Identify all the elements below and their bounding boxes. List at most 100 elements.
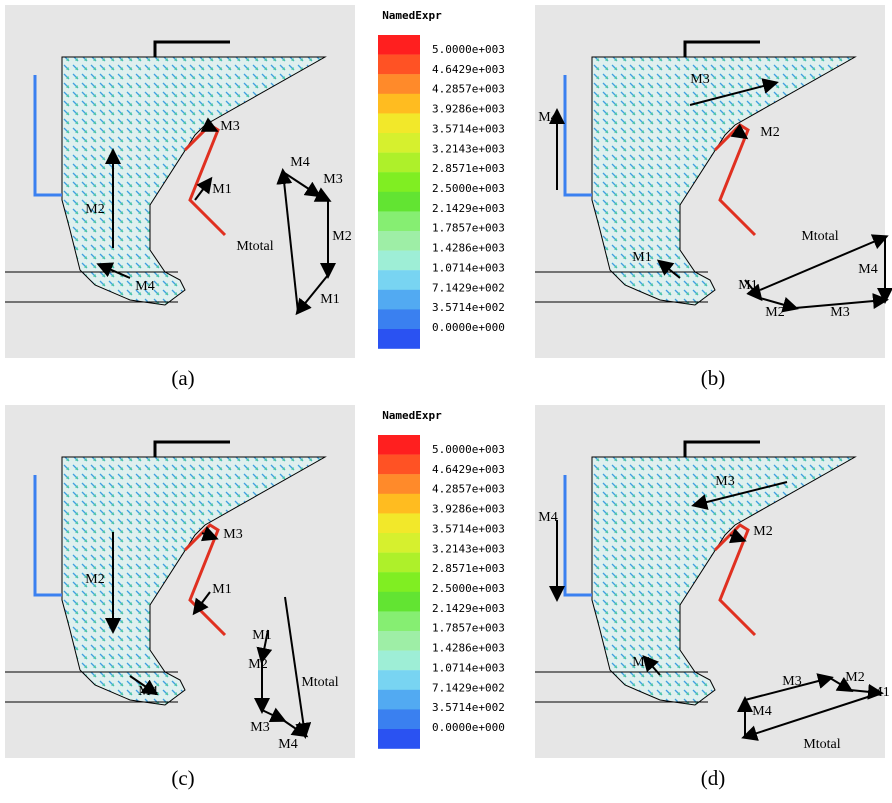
- annotation: M4: [752, 704, 771, 719]
- legend-label: 3.5714e+003: [432, 522, 505, 535]
- legend-swatch: [378, 309, 420, 329]
- legend-swatch: [378, 709, 420, 729]
- legend-label: 1.7857e+003: [432, 222, 505, 235]
- annotation: M2: [765, 305, 784, 320]
- legend-label: 3.5714e+002: [432, 701, 505, 714]
- annotation: Mtotal: [301, 675, 338, 690]
- legend-swatch: [378, 572, 420, 592]
- panel: [535, 405, 885, 758]
- legend-label: 4.6429e+003: [432, 463, 505, 476]
- annotation: Mtotal: [236, 239, 273, 254]
- legend-swatch: [378, 533, 420, 553]
- annotation: M1: [212, 582, 231, 597]
- panel-caption: (d): [701, 766, 726, 790]
- annotation: M3: [782, 674, 801, 689]
- legend-label: 1.0714e+003: [432, 261, 505, 274]
- legend-label: 5.0000e+003: [432, 43, 505, 56]
- annotation: M1: [870, 685, 889, 700]
- legend-swatch: [378, 651, 420, 671]
- legend-swatch: [378, 729, 420, 749]
- legend-swatch: [378, 474, 420, 494]
- annotation: M4: [538, 510, 557, 525]
- annotation: Mtotal: [803, 737, 840, 752]
- legend-swatch: [378, 553, 420, 573]
- legend-label: 2.5000e+003: [432, 182, 505, 195]
- legend-swatch: [378, 455, 420, 475]
- legend-swatch: [378, 113, 420, 133]
- legend-swatch: [378, 329, 420, 349]
- legend-swatch: [378, 133, 420, 153]
- legend-label: 2.1429e+003: [432, 202, 505, 215]
- legend-swatch: [378, 631, 420, 651]
- legend-title: NamedExpr: [382, 409, 442, 422]
- legend-label: 4.2857e+003: [432, 83, 505, 96]
- legend-swatch: [378, 290, 420, 310]
- panel-caption: (b): [701, 366, 726, 390]
- legend-label: 3.2143e+003: [432, 142, 505, 155]
- legend-swatch: [378, 690, 420, 710]
- legend-label: 3.5714e+002: [432, 301, 505, 314]
- legend-swatch: [378, 513, 420, 533]
- legend-swatch: [378, 611, 420, 631]
- annotation: M1: [632, 655, 651, 670]
- legend-title: NamedExpr: [382, 9, 442, 22]
- annotation: M3: [223, 527, 242, 542]
- legend-label: 1.0714e+003: [432, 661, 505, 674]
- legend-label: 5.0000e+003: [432, 443, 505, 456]
- panel-caption: (c): [171, 766, 194, 790]
- annotation: Mtotal: [801, 229, 838, 244]
- legend-label: 1.4286e+003: [432, 242, 505, 255]
- legend-label: 1.7857e+003: [432, 622, 505, 635]
- annotation: M3: [323, 172, 342, 187]
- legend-label: 0.0000e+000: [432, 721, 505, 734]
- legend-label: 2.8571e+003: [432, 562, 505, 575]
- legend-label: 7.1429e+002: [432, 281, 505, 294]
- annotation: M1: [738, 278, 757, 293]
- annotation: M2: [85, 202, 104, 217]
- legend-label: 2.1429e+003: [432, 602, 505, 615]
- annotation: M3: [250, 720, 269, 735]
- annotation: M1: [632, 250, 651, 265]
- legend-swatch: [378, 35, 420, 55]
- legend-swatch: [378, 251, 420, 271]
- legend-label: 4.6429e+003: [432, 63, 505, 76]
- legend-label: 4.2857e+003: [432, 483, 505, 496]
- annotation: M2: [248, 657, 267, 672]
- annotation: M2: [332, 229, 351, 244]
- annotation: M3: [830, 305, 849, 320]
- annotation: M2: [845, 670, 864, 685]
- legend-label: 2.5000e+003: [432, 582, 505, 595]
- legend-swatch: [378, 192, 420, 212]
- legend-swatch: [378, 172, 420, 192]
- annotation: M4: [290, 155, 309, 170]
- annotation: M1: [212, 182, 231, 197]
- annotation: M4: [538, 110, 557, 125]
- legend-label: 1.4286e+003: [432, 642, 505, 655]
- legend-swatch: [378, 211, 420, 231]
- annotation: M4: [135, 279, 154, 294]
- legend-swatch: [378, 670, 420, 690]
- legend-label: 7.1429e+002: [432, 681, 505, 694]
- legend-swatch: [378, 153, 420, 173]
- annotation: M2: [85, 572, 104, 587]
- legend-label: 2.8571e+003: [432, 162, 505, 175]
- legend-swatch: [378, 74, 420, 94]
- figure: M3 M1 M2 M4 M4 M3 M2 Mtotal M1 (a) M3 M4 M2 M1 Mtotal M…: [0, 0, 892, 803]
- annotation: M2: [760, 125, 779, 140]
- annotation: M1: [252, 628, 271, 643]
- legend-swatch: [378, 435, 420, 455]
- legend-swatch: [378, 55, 420, 75]
- legend-label: 3.5714e+003: [432, 122, 505, 135]
- annotation: M4: [138, 684, 157, 699]
- annotation: M4: [858, 262, 877, 277]
- legend-swatch: [378, 231, 420, 251]
- legend-label: 3.2143e+003: [432, 542, 505, 555]
- annotation: M1: [320, 292, 339, 307]
- panel-caption: (a): [171, 366, 194, 390]
- panel: [5, 405, 355, 758]
- legend-label: 3.9286e+003: [432, 503, 505, 516]
- legend-label: 3.9286e+003: [432, 103, 505, 116]
- legend-swatch: [378, 494, 420, 514]
- legend-swatch: [378, 94, 420, 114]
- legend-swatch: [378, 592, 420, 612]
